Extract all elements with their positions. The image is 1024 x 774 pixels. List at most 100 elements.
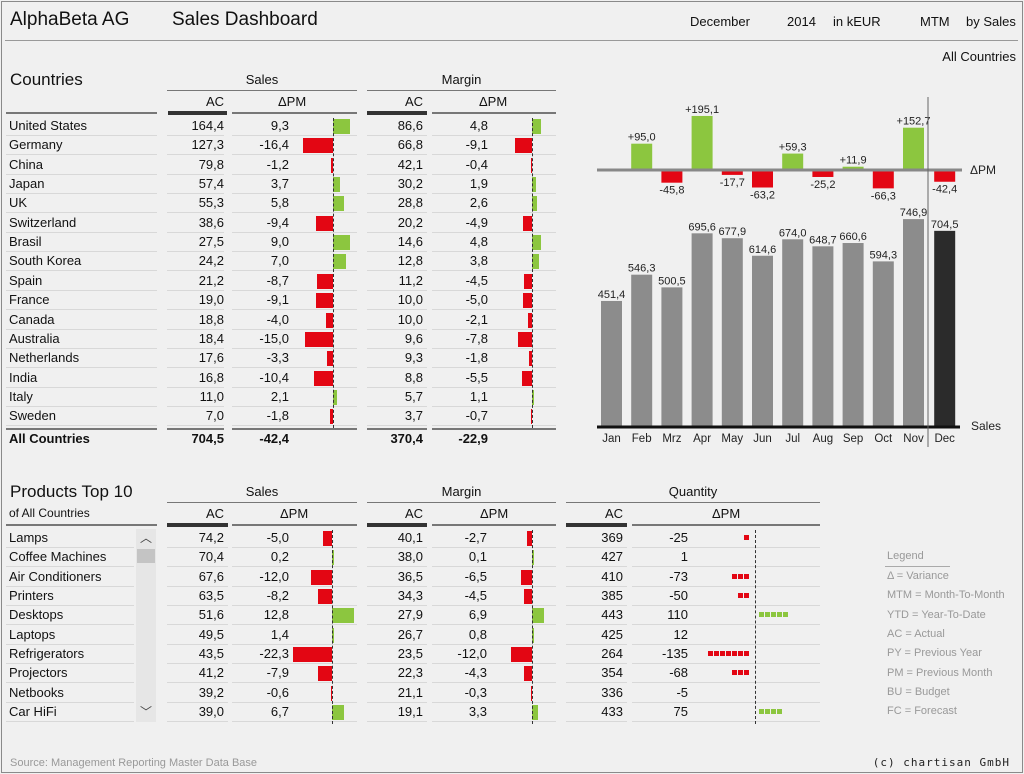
quantity-variance-square — [771, 612, 776, 618]
month-selector[interactable]: December — [690, 14, 750, 29]
year-selector[interactable]: 2014 — [787, 14, 816, 29]
positive-variance-bar — [332, 705, 344, 721]
month-label-may: May — [721, 433, 743, 445]
row-divider — [432, 386, 556, 388]
mode-selector[interactable]: MTM — [920, 14, 950, 29]
row-divider — [232, 289, 357, 291]
quantity-dpm: -25 — [669, 530, 688, 545]
product-name[interactable]: Coffee Machines — [9, 549, 107, 565]
product-name[interactable]: Printers — [9, 588, 54, 604]
positive-variance-bar — [532, 119, 541, 134]
row-divider — [632, 624, 820, 626]
country-name[interactable]: Spain — [9, 272, 43, 288]
margin-ac: 22,3 — [397, 665, 423, 681]
margin-dpm: 2,6 — [469, 195, 488, 211]
positive-variance-bar — [332, 627, 335, 643]
country-name[interactable]: Netherlands — [9, 350, 80, 366]
country-name[interactable]: Italy — [9, 388, 33, 404]
negative-variance-bar — [311, 569, 332, 585]
country-name[interactable]: UK — [9, 195, 28, 211]
product-name[interactable]: Air Conditioners — [9, 568, 102, 584]
product-name[interactable]: Lamps — [9, 530, 49, 545]
product-name[interactable]: Desktops — [9, 607, 64, 623]
divider — [632, 524, 820, 526]
country-name[interactable]: France — [9, 292, 50, 308]
row-divider — [432, 405, 556, 407]
sales-dpm: -22,3 — [259, 646, 289, 662]
margin-ac: 10,0 — [397, 292, 423, 308]
margin-dpm: 1,1 — [469, 388, 488, 404]
ac-marker — [566, 523, 627, 527]
country-name[interactable]: United States — [9, 118, 88, 133]
product-name[interactable]: Netbooks — [9, 684, 64, 700]
country-name[interactable]: China — [9, 156, 43, 172]
sales-dpm: -15,0 — [259, 330, 289, 346]
countries-title: Countries — [10, 70, 83, 89]
row-divider — [6, 173, 157, 175]
country-name[interactable]: Brasil — [9, 234, 42, 250]
quantity-variance-square — [708, 651, 713, 657]
country-name[interactable]: India — [9, 369, 38, 385]
country-name[interactable]: Japan — [9, 176, 45, 192]
row-divider — [167, 328, 224, 330]
row-divider — [632, 566, 820, 568]
product-name[interactable]: Projectors — [9, 665, 68, 681]
total-divider — [367, 427, 427, 430]
products-margin-header: Margin — [441, 484, 482, 499]
quantity-variance-square — [765, 612, 770, 618]
row-divider — [367, 289, 427, 291]
quantity-ac: 264 — [601, 646, 623, 662]
row-divider — [167, 135, 224, 136]
margin-dpm: -4,5 — [464, 588, 487, 604]
row-divider — [232, 585, 357, 587]
row-divider — [367, 585, 427, 587]
country-name[interactable]: Australia — [9, 330, 60, 346]
country-name[interactable]: Canada — [9, 311, 55, 327]
row-divider — [566, 721, 627, 723]
products-title: Products Top 10 — [10, 482, 133, 501]
scroll-down-icon[interactable]: ﹀ — [139, 705, 152, 719]
row-divider — [232, 663, 357, 665]
total-divider — [432, 427, 556, 430]
negative-variance-bar — [523, 273, 532, 289]
country-name[interactable]: Germany — [9, 137, 63, 153]
row-divider — [6, 270, 157, 272]
quantity-variance-square — [759, 709, 764, 715]
sales-ac: 51,6 — [198, 607, 224, 623]
scrollbar-thumb[interactable] — [137, 549, 155, 563]
sales-dpm: 9,0 — [270, 234, 289, 250]
negative-variance-bar — [329, 409, 333, 425]
row-divider — [232, 135, 357, 136]
row-divider — [167, 251, 224, 253]
country-name[interactable]: South Korea — [9, 253, 82, 269]
view-selector[interactable]: by Sales — [966, 14, 1016, 29]
margin-ac: 34,3 — [397, 588, 423, 604]
row-divider — [167, 547, 228, 548]
negative-variance-bar — [316, 273, 333, 289]
product-name[interactable]: Car HiFi — [9, 704, 57, 720]
row-divider — [167, 367, 224, 369]
divider — [367, 90, 556, 91]
row-divider — [367, 135, 427, 136]
scroll-up-icon[interactable]: ︿ — [139, 531, 152, 545]
col-quantity-dpm: ΔPM — [712, 506, 741, 521]
page-title: Sales Dashboard — [172, 9, 318, 30]
country-name[interactable]: Switzerland — [9, 214, 77, 230]
quantity-variance-square — [732, 651, 737, 657]
product-name[interactable]: Refrigerators — [9, 646, 85, 662]
total-name[interactable]: All Countries — [9, 430, 90, 446]
row-divider — [432, 547, 556, 548]
copyright: (c) chartisan GmbH — [872, 756, 1010, 769]
row-divider — [6, 251, 157, 253]
country-name[interactable]: Sweden — [9, 408, 56, 424]
row-divider — [367, 270, 427, 272]
row-divider — [232, 328, 357, 330]
sales-ac: 11,0 — [199, 388, 224, 404]
row-divider — [167, 624, 228, 626]
negative-variance-bar — [330, 685, 332, 701]
scope-label[interactable]: All Countries — [942, 49, 1016, 64]
products-scrollbar[interactable]: ︿ ﹀ — [136, 529, 156, 722]
row-divider — [432, 425, 556, 427]
product-name[interactable]: Laptops — [9, 626, 56, 642]
row-divider — [232, 251, 357, 253]
